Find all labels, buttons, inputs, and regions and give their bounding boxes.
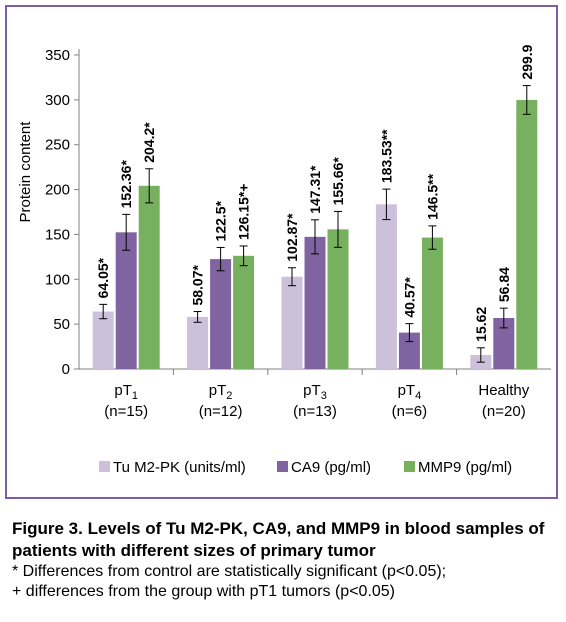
legend: Tu M2-PK (units/ml) CA9 (pg/ml) MMP9 (pg/m…: [99, 459, 512, 476]
legend-label: MMP9 (pg/ml): [418, 459, 512, 476]
y-tick-label: 100: [45, 271, 70, 288]
x-tick-count: (n=13): [293, 403, 337, 420]
bar: [138, 185, 160, 369]
bar: [281, 276, 303, 369]
bar-chart: Protein content 050100150200250300350pT1…: [17, 44, 551, 476]
data-label: 147.31*: [307, 165, 323, 214]
legend-label: CA9 (pg/ml): [291, 459, 371, 476]
x-tick-label: pT2: [209, 382, 233, 402]
bar: [210, 259, 232, 369]
x-tick-label: pT3: [303, 382, 327, 402]
data-label: 146.5**: [424, 173, 440, 219]
bar: [115, 232, 137, 369]
x-tick-label: pT1: [114, 382, 138, 402]
data-label: 40.57*: [401, 277, 417, 318]
y-tick-label: 350: [45, 47, 70, 64]
bar: [92, 311, 114, 369]
y-tick-label: 250: [45, 137, 70, 154]
y-tick-label: 150: [45, 226, 70, 243]
figure-caption: Figure 3. Levels of Tu M2-PK, CA9, and M…: [12, 519, 545, 560]
bar: [327, 229, 349, 369]
bar: [187, 316, 209, 369]
y-tick-label: 300: [45, 92, 70, 109]
chart-frame: Protein content 0 50 100 150 200 250 300 350 pT1…: [5, 5, 558, 499]
y-tick-label: 50: [53, 316, 70, 333]
bar: [304, 236, 326, 369]
x-tick-label: pT4: [398, 382, 422, 402]
x-tick-label-subscript: 1: [132, 390, 138, 402]
y-tick-label: 200: [45, 182, 70, 199]
legend-swatch: [277, 461, 288, 472]
y-axis-label: Protein content: [17, 121, 34, 223]
bar: [516, 99, 538, 370]
bar: [398, 332, 420, 369]
legend-label: Tu M2-PK (units/ml): [113, 459, 246, 476]
bar: [375, 204, 397, 369]
data-label: 155.66*: [330, 157, 346, 206]
x-tick-count: (n=6): [392, 403, 427, 420]
x-tick-label-subscript: 4: [415, 390, 421, 402]
bar: [421, 237, 443, 369]
data-label: 183.53**: [378, 129, 394, 183]
data-label: 122.5*: [213, 200, 229, 241]
legend-swatch: [404, 461, 415, 472]
data-label: 15.62: [473, 307, 489, 342]
bar: [493, 318, 515, 369]
x-tick-label: Healthy: [478, 382, 529, 399]
data-label: 126.15*+: [236, 184, 252, 240]
x-tick-label-text: pT: [209, 382, 227, 399]
data-label: 299.9: [519, 44, 535, 79]
footnote-significance: * Differences from control are statistic…: [12, 563, 447, 580]
x-tick-count: (n=12): [199, 403, 243, 420]
y-tick-label: 0: [62, 361, 70, 378]
x-tick-label-subscript: 2: [226, 390, 232, 402]
data-label: 152.36*: [118, 160, 134, 209]
x-tick-count: (n=20): [482, 403, 526, 420]
data-label: 64.05*: [95, 257, 111, 298]
data-label: 58.07*: [190, 264, 206, 305]
x-tick-count: (n=15): [104, 403, 148, 420]
x-tick-label-text: Healthy: [478, 382, 529, 399]
x-tick-label-subscript: 3: [321, 390, 327, 402]
data-label: 204.2*: [141, 122, 157, 163]
legend-swatch: [99, 461, 110, 472]
x-tick-label-text: pT: [398, 382, 416, 399]
data-label: 56.84: [496, 267, 512, 302]
bar: [233, 255, 255, 369]
x-tick-label-text: pT: [114, 382, 132, 399]
data-label: 102.87*: [284, 213, 300, 262]
x-tick-label-text: pT: [303, 382, 321, 399]
footnote-pt1: + differences from the group with pT1 tu…: [12, 583, 396, 600]
